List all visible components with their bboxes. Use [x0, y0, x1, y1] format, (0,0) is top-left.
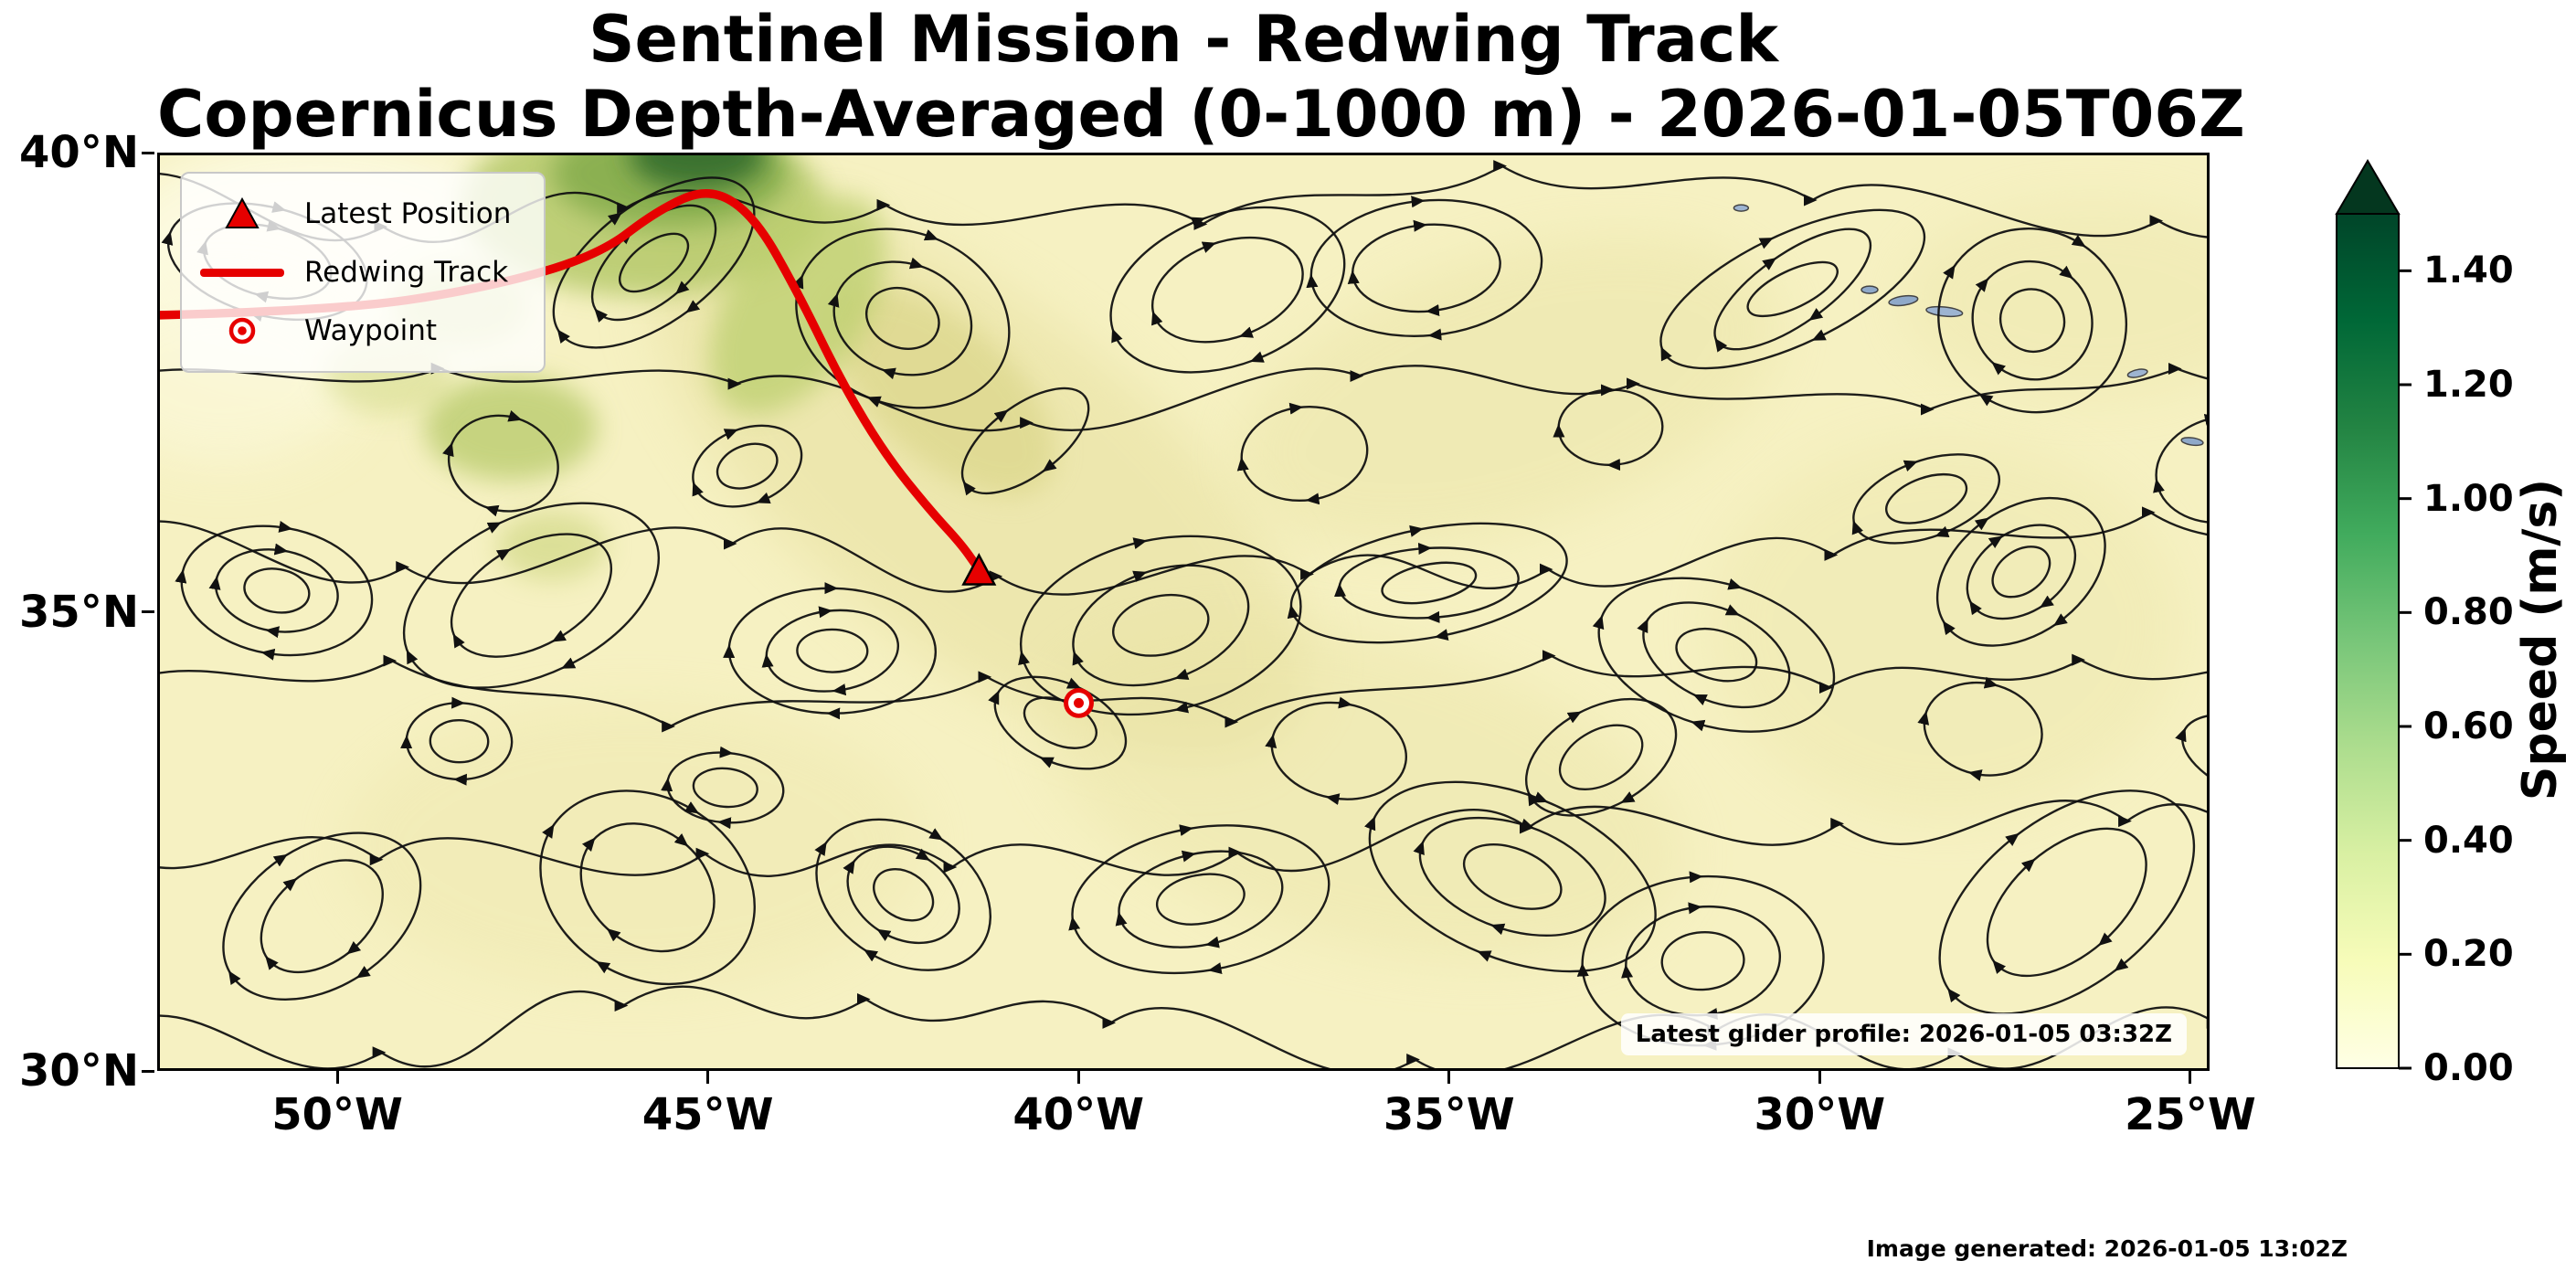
x-tick-mark [1818, 1071, 1821, 1084]
x-tick-mark [2189, 1071, 2192, 1084]
legend-label-waypoint: Waypoint [304, 314, 438, 347]
y-tick-mark [142, 151, 154, 154]
colorbar-label: Speed (m/s) [2513, 478, 2568, 801]
legend-item-latest-position: Latest Position [196, 186, 511, 241]
waypoint-icon [196, 313, 288, 348]
x-tick-label-40w: 40°W [1012, 1089, 1145, 1140]
y-tick-label-30n: 30°N [19, 1045, 139, 1097]
chart-title: Sentinel Mission - Redwing Track Coperni… [157, 2, 2245, 152]
colorbar-tick-label-080: 0.80 [2423, 591, 2514, 634]
map-plot: Latest Position Redwing Track Waypoint L… [157, 153, 2210, 1071]
x-tick-mark [335, 1071, 339, 1084]
colorbar-gradient [2335, 159, 2412, 1070]
x-tick-label-50w: 50°W [271, 1089, 403, 1140]
waypoint-marker [1064, 687, 1094, 718]
legend-item-redwing-track: Redwing Track [196, 245, 511, 300]
x-tick-label-30w: 30°W [1754, 1089, 1886, 1140]
colorbar-tick-label-040: 0.40 [2423, 819, 2514, 862]
title-line-1: Sentinel Mission - Redwing Track [588, 2, 1778, 77]
y-tick-label-40n: 40°N [19, 127, 139, 178]
streamlines [160, 160, 2207, 1068]
y-tick-mark [142, 1069, 154, 1073]
x-tick-label-45w: 45°W [641, 1089, 774, 1140]
glider-profile-annotation: Latest glider profile: 2026-01-05 03:32Z [1620, 1013, 2187, 1055]
latest-position-icon [196, 196, 288, 231]
legend: Latest Position Redwing Track Waypoint [180, 172, 546, 373]
x-tick-label-25w: 25°W [2125, 1089, 2256, 1140]
x-tick-mark [1076, 1071, 1080, 1084]
x-tick-mark [706, 1071, 710, 1084]
colorbar-tick-label-140: 1.40 [2423, 249, 2514, 292]
colorbar-tick-label-120: 1.20 [2423, 364, 2514, 406]
y-tick-label-35n: 35°N [19, 586, 139, 638]
colorbar-tick-label-020: 0.20 [2423, 933, 2514, 976]
x-tick-mark [1447, 1071, 1451, 1084]
colorbar-extend-arrow [2335, 159, 2401, 215]
colorbar-tick-marks [2399, 269, 2412, 1070]
legend-label-redwing-track: Redwing Track [304, 256, 509, 289]
colorbar [2335, 157, 2415, 1071]
x-tick-label-35w: 35°W [1383, 1089, 1515, 1140]
title-line-2: Copernicus Depth-Averaged (0-1000 m) - 2… [157, 77, 2245, 152]
generated-timestamp: Image generated: 2026-01-05 13:02Z [1866, 1235, 2348, 1262]
legend-item-waypoint: Waypoint [196, 303, 511, 358]
y-tick-mark [142, 610, 154, 613]
latest-position-marker [961, 553, 997, 586]
legend-label-latest-position: Latest Position [304, 197, 512, 230]
colorbar-tick-label-000: 0.00 [2423, 1047, 2514, 1089]
colorbar-tick-label-060: 0.60 [2423, 705, 2514, 747]
colorbar-bar [2336, 213, 2400, 1069]
track-line-icon [196, 268, 288, 277]
colorbar-tick-label-100: 1.00 [2423, 477, 2514, 520]
